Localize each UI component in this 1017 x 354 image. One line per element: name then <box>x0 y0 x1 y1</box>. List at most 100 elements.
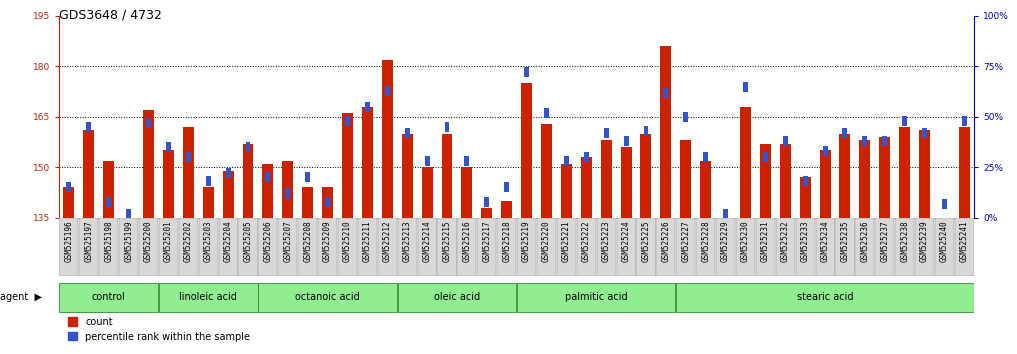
Bar <box>462 167 472 218</box>
Bar <box>644 126 649 136</box>
Bar <box>484 196 489 207</box>
FancyBboxPatch shape <box>59 283 158 312</box>
Bar <box>962 116 967 126</box>
Bar <box>604 128 608 138</box>
Text: GSM525200: GSM525200 <box>144 221 153 262</box>
Bar <box>521 83 532 218</box>
Bar <box>262 164 274 218</box>
Bar <box>322 188 334 218</box>
Text: GSM525199: GSM525199 <box>124 221 133 262</box>
Bar <box>799 177 811 218</box>
Bar <box>700 161 711 218</box>
Bar <box>205 176 211 187</box>
Text: linoleic acid: linoleic acid <box>179 292 237 302</box>
FancyBboxPatch shape <box>258 283 397 312</box>
Bar <box>541 124 552 218</box>
Text: GSM525202: GSM525202 <box>184 221 193 262</box>
Bar <box>680 141 692 218</box>
Text: GSM525215: GSM525215 <box>442 221 452 262</box>
Bar <box>345 116 350 126</box>
Text: stearic acid: stearic acid <box>796 292 853 302</box>
Bar <box>422 167 432 218</box>
Text: GSM525207: GSM525207 <box>284 221 292 262</box>
Bar <box>922 128 928 138</box>
Bar <box>723 209 728 219</box>
FancyBboxPatch shape <box>795 218 815 276</box>
Text: GSM525210: GSM525210 <box>343 221 352 262</box>
Bar <box>880 137 890 218</box>
Text: GSM525209: GSM525209 <box>323 221 333 262</box>
FancyBboxPatch shape <box>776 218 795 276</box>
Text: GSM525229: GSM525229 <box>721 221 730 262</box>
Bar <box>703 152 708 162</box>
Text: GSM525203: GSM525203 <box>203 221 213 262</box>
Bar <box>683 112 689 122</box>
Bar <box>743 81 747 92</box>
FancyBboxPatch shape <box>59 218 78 276</box>
Text: GDS3648 / 4732: GDS3648 / 4732 <box>59 9 162 22</box>
FancyBboxPatch shape <box>179 218 198 276</box>
FancyBboxPatch shape <box>437 218 457 276</box>
FancyBboxPatch shape <box>537 218 556 276</box>
Bar <box>83 130 95 218</box>
Bar <box>384 86 390 96</box>
Bar <box>66 182 71 193</box>
Bar <box>381 60 393 218</box>
Bar <box>283 161 293 218</box>
Bar <box>63 188 74 218</box>
FancyBboxPatch shape <box>656 218 675 276</box>
Text: GSM525221: GSM525221 <box>561 221 571 262</box>
FancyBboxPatch shape <box>876 218 894 276</box>
FancyBboxPatch shape <box>398 218 417 276</box>
Bar <box>601 141 611 218</box>
Bar <box>763 152 768 162</box>
Bar <box>86 122 92 132</box>
FancyBboxPatch shape <box>915 218 934 276</box>
FancyBboxPatch shape <box>497 218 517 276</box>
Bar <box>663 87 668 98</box>
Text: GSM525230: GSM525230 <box>741 221 750 262</box>
Bar <box>146 118 151 128</box>
Text: oleic acid: oleic acid <box>434 292 480 302</box>
Bar <box>441 134 453 218</box>
Bar <box>465 156 470 166</box>
FancyBboxPatch shape <box>477 218 496 276</box>
Bar <box>820 150 831 218</box>
Text: palmitic acid: palmitic acid <box>564 292 627 302</box>
Text: GSM525223: GSM525223 <box>602 221 610 262</box>
Bar <box>959 127 970 218</box>
FancyBboxPatch shape <box>139 218 158 276</box>
Bar <box>899 127 910 218</box>
Bar <box>223 171 234 218</box>
FancyBboxPatch shape <box>835 218 854 276</box>
Bar <box>641 134 652 218</box>
Text: GSM525232: GSM525232 <box>781 221 790 262</box>
Bar <box>405 128 410 138</box>
Text: GSM525222: GSM525222 <box>582 221 591 262</box>
Text: GSM525227: GSM525227 <box>681 221 691 262</box>
Bar <box>842 128 847 138</box>
Bar <box>620 147 632 218</box>
Text: GSM525214: GSM525214 <box>423 221 431 262</box>
FancyBboxPatch shape <box>219 218 238 276</box>
Text: GSM525224: GSM525224 <box>621 221 631 262</box>
Text: GSM525233: GSM525233 <box>800 221 810 262</box>
FancyBboxPatch shape <box>358 218 377 276</box>
FancyBboxPatch shape <box>279 218 297 276</box>
Bar <box>862 136 868 146</box>
Text: GSM525217: GSM525217 <box>482 221 491 262</box>
FancyBboxPatch shape <box>258 218 278 276</box>
Bar <box>286 188 290 199</box>
FancyBboxPatch shape <box>597 218 615 276</box>
Bar <box>325 196 331 207</box>
Bar <box>305 172 310 182</box>
FancyBboxPatch shape <box>517 283 675 312</box>
FancyBboxPatch shape <box>676 283 974 312</box>
Text: GSM525206: GSM525206 <box>263 221 273 262</box>
Bar <box>544 108 549 118</box>
Bar <box>524 67 529 78</box>
FancyBboxPatch shape <box>418 218 436 276</box>
Bar <box>883 136 887 146</box>
Bar <box>402 134 413 218</box>
Bar <box>859 141 871 218</box>
